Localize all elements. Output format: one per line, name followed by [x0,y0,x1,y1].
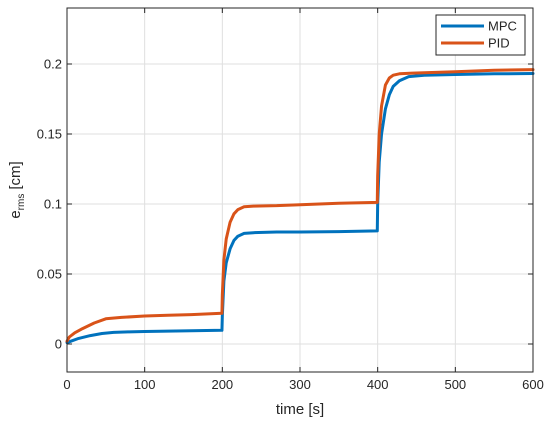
legend-label-pid: PID [488,36,510,51]
y-tick-label: 0.05 [37,267,62,282]
y-tick-label: 0.15 [37,127,62,142]
y-axis-label-main: e [7,210,24,218]
x-tick-label: 300 [289,377,311,392]
x-tick-label: 100 [134,377,156,392]
legend-label-mpc: MPC [488,19,517,34]
svg-text:erms[cm]: erms [cm] [7,161,27,218]
y-axis-label-subscript: rms [16,194,27,211]
series-line-mpc [65,72,535,345]
x-tick-label: 400 [367,377,389,392]
legend: MPC PID [435,14,526,56]
y-tick-label: 0.1 [44,197,62,212]
y-tick-label: 0.2 [44,57,62,72]
series-line-pid [65,68,535,343]
series-lines [65,68,535,345]
y-tick-label: 0 [55,337,62,352]
x-tick-label: 0 [63,377,70,392]
x-tick-label: 200 [211,377,233,392]
y-axis-label: erms [cm] [7,161,27,218]
y-axis-label-unit: [cm] [7,161,24,189]
legend-box [435,14,526,56]
axis-ticks: 0 100 200 300 400 500 600 0 0.05 0.1 0.15 0.2 [37,8,544,392]
x-tick-label: 600 [522,377,544,392]
x-axis-label: time [s] [276,401,324,418]
x-tick-label: 500 [444,377,466,392]
